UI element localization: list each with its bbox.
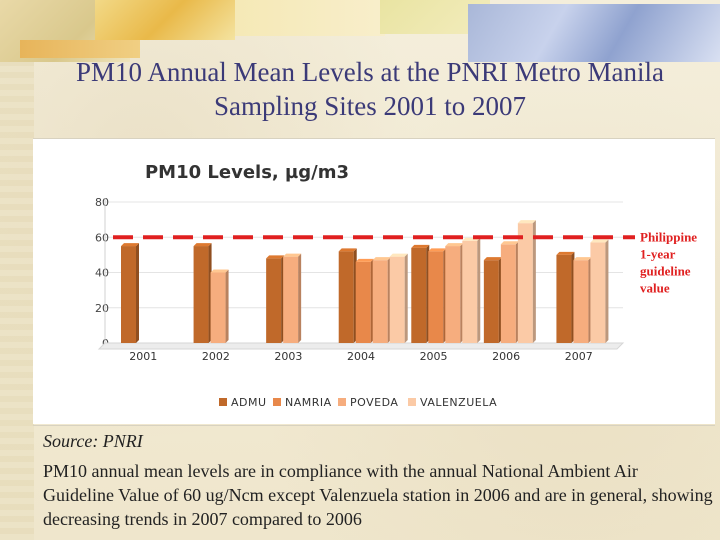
x-tick-label: 2005: [420, 350, 448, 363]
bar-admu-2002: [193, 246, 209, 343]
y-tick-label: 40: [95, 267, 109, 280]
decorative-banner: [0, 0, 720, 62]
bar-top: [483, 257, 502, 261]
x-tick-label: 2002: [202, 350, 230, 363]
bar-side: [136, 243, 139, 343]
chart-panel: PM10 Levels, µg/m30204060802001200220032…: [33, 138, 715, 424]
source-note: Source: PNRI: [43, 431, 143, 451]
y-tick-label: 60: [95, 231, 109, 244]
guideline-label: 1-year: [640, 246, 676, 261]
bar-side: [298, 253, 302, 343]
bar-admu-2001: [121, 246, 136, 343]
bar-admu-2004: [338, 251, 354, 343]
bar-valenzuela-2007: [590, 242, 606, 343]
legend-label-namria: NAMRIA: [285, 396, 332, 409]
bar-top: [210, 269, 229, 273]
x-tick-label: 2007: [565, 350, 593, 363]
bar-poveda-2002: [210, 272, 226, 343]
slide-title: PM10 Annual Mean Levels at the PNRI Metr…: [76, 57, 664, 121]
bar-poveda-2003: [283, 256, 299, 343]
bar-admu-2003: [266, 258, 282, 343]
bar-top: [355, 258, 374, 262]
bar-valenzuela-2005: [462, 240, 478, 343]
bar-poveda-2004: [372, 260, 388, 343]
legend-swatch-namria: [273, 398, 281, 406]
bar-top: [121, 243, 139, 247]
bar-top: [428, 248, 447, 252]
bar-side: [532, 220, 536, 343]
legend-label-admu: ADMU: [231, 396, 267, 409]
bar-poveda-2005: [445, 246, 461, 343]
decorative-left-strip: [0, 0, 34, 540]
bar-top: [590, 239, 609, 243]
bar-top: [338, 248, 357, 252]
bar-top: [193, 243, 212, 247]
guideline-label: guideline: [640, 263, 691, 278]
legend-label-poveda: POVEDA: [350, 396, 398, 409]
legend-swatch-valenzuela: [408, 398, 416, 406]
pm10-bar-chart: PM10 Levels, µg/m30204060802001200220032…: [95, 162, 697, 409]
bar-side: [605, 239, 609, 343]
bar-admu-2006: [483, 260, 499, 343]
bar-top: [517, 220, 536, 224]
bar-top: [389, 253, 408, 257]
bar-top: [372, 257, 391, 261]
legend-label-valenzuela: VALENZUELA: [420, 396, 497, 409]
bar-admu-2007: [556, 254, 572, 343]
compliance-note: PM10 annual mean levels are in complianc…: [43, 461, 713, 529]
legend-swatch-admu: [219, 398, 227, 406]
chart-top-rule: [33, 138, 715, 139]
bar-poveda-2006: [500, 244, 516, 343]
bar-side: [404, 253, 408, 343]
chart-title: PM10 Levels, µg/m3: [145, 162, 349, 183]
bar-top: [266, 255, 285, 259]
bar-side: [477, 237, 481, 343]
x-tick-label: 2006: [492, 350, 520, 363]
y-tick-label: 80: [95, 196, 109, 209]
bar-valenzuela-2004: [389, 256, 405, 343]
bar-top: [573, 257, 592, 261]
bar-side: [225, 269, 229, 343]
bar-top: [500, 241, 519, 245]
x-tick-label: 2004: [347, 350, 375, 363]
x-tick-label: 2003: [274, 350, 302, 363]
chart-floor: [97, 342, 625, 350]
chart-bottom-rule: [33, 425, 715, 426]
bar-namria-2005: [428, 251, 444, 343]
guideline-label: Philippine: [640, 229, 697, 244]
bar-namria-2004: [355, 261, 371, 343]
bar-poveda-2007: [573, 260, 589, 343]
legend-swatch-poveda: [338, 398, 346, 406]
bar-top: [556, 251, 575, 255]
guideline-label: value: [640, 280, 670, 295]
y-tick-label: 20: [95, 302, 109, 315]
bar-top: [411, 244, 430, 248]
bar-top: [283, 253, 302, 257]
bar-top: [445, 243, 464, 247]
bar-valenzuela-2006: [517, 223, 533, 343]
bar-admu-2005: [411, 247, 427, 343]
x-tick-label: 2001: [129, 350, 157, 363]
